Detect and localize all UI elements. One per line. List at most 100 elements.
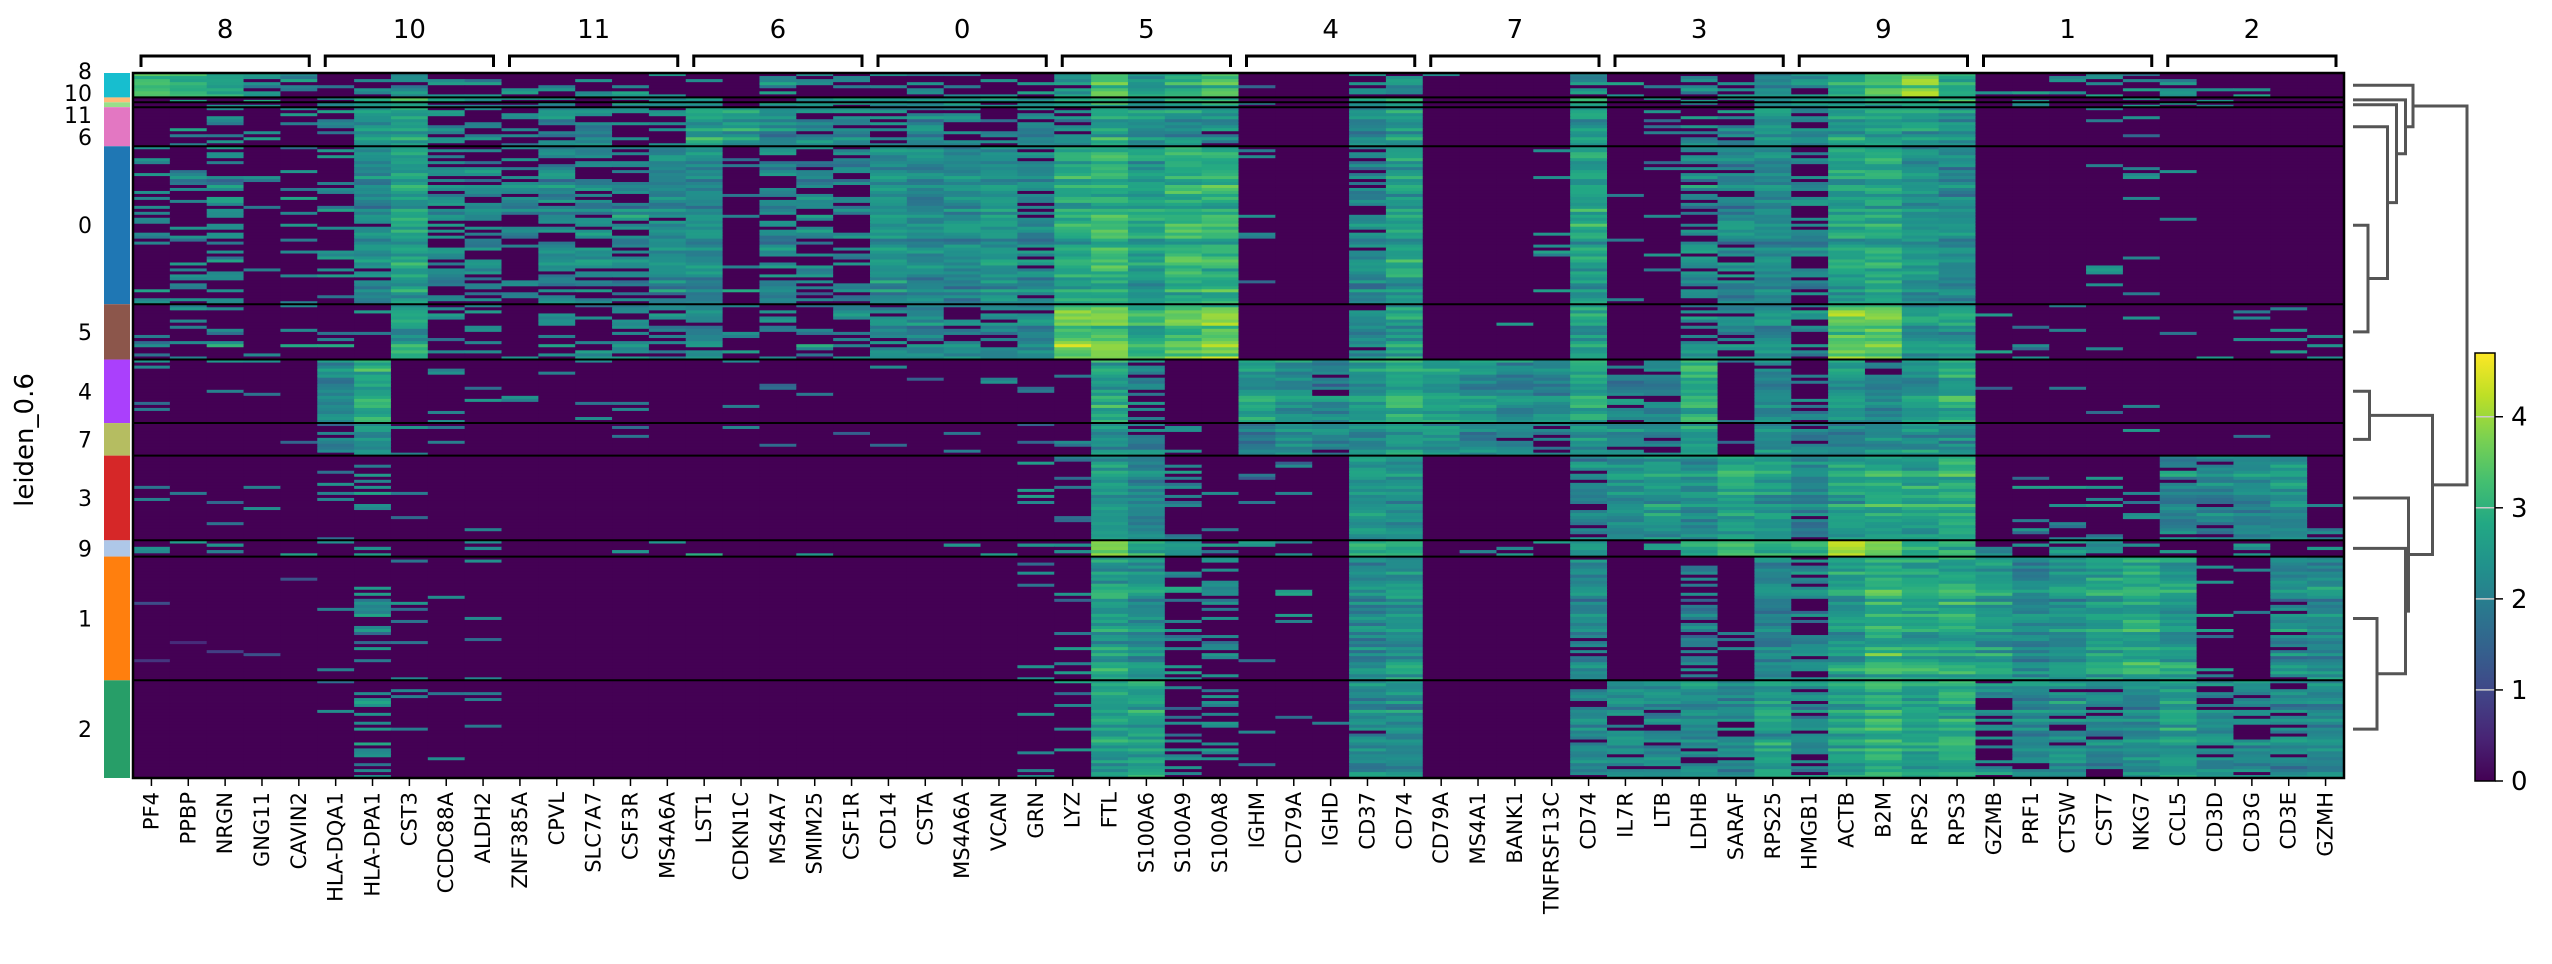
heatmap-cell: [427, 94, 466, 98]
heatmap-cell: [1127, 220, 1166, 225]
heatmap-cell: [1127, 125, 1166, 129]
heatmap-cell: [1275, 274, 1313, 278]
heatmap-cell: [1533, 149, 1571, 153]
heatmap-cell: [2012, 289, 2050, 293]
heatmap-cell: [1570, 94, 1608, 98]
heatmap-cell: [317, 102, 355, 106]
heatmap-cell: [1901, 304, 1940, 308]
heatmap-cell: [1717, 91, 1755, 95]
heatmap-cell: [1533, 143, 1571, 147]
heatmap-cell: [1570, 149, 1608, 153]
heatmap-cell: [2086, 265, 2124, 269]
heatmap-cell: [1828, 310, 1866, 314]
heatmap-cell: [943, 253, 982, 257]
heatmap-cell: [2233, 176, 2271, 180]
heatmap-cell: [870, 226, 908, 231]
heatmap-cell: [1938, 76, 1977, 80]
heatmap-cell: [1238, 137, 1276, 141]
heatmap-cell: [206, 97, 245, 101]
heatmap-cell: [538, 173, 576, 177]
heatmap-cell: [1570, 113, 1608, 117]
heatmap-cell: [1422, 82, 1461, 86]
heatmap-cell: [1422, 256, 1461, 260]
heatmap-cell: [1459, 316, 1498, 320]
heatmap-cell: [280, 316, 318, 320]
heatmap-cell: [1349, 99, 1387, 103]
heatmap-cell: [1127, 190, 1166, 195]
heatmap-cell: [1607, 193, 1645, 198]
heatmap-cell: [1717, 187, 1755, 192]
heatmap-cell: [464, 202, 503, 207]
heatmap-cell: [169, 304, 208, 308]
heatmap-cell: [133, 262, 171, 266]
heatmap-cell: [796, 292, 834, 296]
heatmap-cell: [1275, 193, 1313, 198]
heatmap-cell: [1680, 107, 1719, 111]
heatmap-cell: [1201, 107, 1240, 111]
heatmap-cell: [1938, 271, 1977, 275]
heatmap-cell: [1643, 241, 1682, 245]
heatmap-cell: [943, 283, 982, 287]
heatmap-cell: [133, 217, 171, 222]
heatmap-cell: [1975, 229, 2013, 234]
heatmap-cell: [722, 85, 761, 89]
heatmap-cell: [1864, 73, 1903, 77]
heatmap-cell: [1643, 256, 1682, 260]
heatmap-cell: [796, 152, 834, 156]
heatmap-cell: [1607, 119, 1645, 123]
heatmap-cell: [538, 199, 576, 204]
heatmap-cell: [2307, 220, 2345, 225]
heatmap-cell: [906, 247, 945, 251]
heatmap-cell: [1349, 307, 1387, 311]
heatmap-cell: [390, 250, 429, 254]
heatmap-cell: [1459, 143, 1498, 147]
heatmap-cell: [1017, 265, 1055, 269]
heatmap-cell: [1349, 316, 1387, 320]
heatmap-cell: [2049, 196, 2087, 201]
heatmap-cell: [648, 307, 687, 311]
heatmap-cell: [1017, 97, 1055, 101]
heatmap-cell: [280, 262, 318, 266]
heatmap-cell: [464, 102, 503, 106]
heatmap-cell: [1680, 283, 1719, 287]
heatmap-cell: [1091, 187, 1129, 192]
heatmap-cell: [1127, 226, 1166, 231]
heatmap-cell: [1275, 202, 1313, 207]
heatmap-cell: [1717, 223, 1755, 228]
heatmap-cell: [796, 137, 834, 141]
heatmap-cell: [833, 143, 871, 147]
heatmap-cell: [2086, 79, 2124, 83]
heatmap-cell: [1422, 244, 1461, 248]
heatmap-cell: [1312, 295, 1350, 299]
heatmap-cell: [354, 104, 392, 108]
heatmap-cell: [1643, 316, 1682, 320]
heatmap-cell: [1607, 176, 1645, 180]
heatmap-cell: [501, 292, 539, 296]
heatmap-cell: [575, 289, 613, 293]
heatmap-cell: [833, 280, 871, 284]
heatmap-cell: [206, 319, 245, 324]
heatmap-cell: [2270, 110, 2308, 114]
heatmap-cell: [575, 274, 613, 278]
heatmap-cell: [2159, 73, 2198, 77]
heatmap-cell: [1164, 211, 1203, 216]
heatmap-cell: [2122, 259, 2161, 263]
heatmap-cell: [1533, 202, 1571, 207]
heatmap-cell: [280, 116, 318, 120]
heatmap-cell: [464, 128, 503, 132]
heatmap-cell: [612, 259, 650, 263]
heatmap-cell: [1975, 158, 2013, 162]
heatmap-cell: [1533, 137, 1571, 141]
heatmap-cell: [1017, 235, 1055, 240]
heatmap-cell: [169, 102, 208, 106]
heatmap-cell: [206, 202, 245, 207]
heatmap-cell: [1901, 104, 1940, 108]
heatmap-cell: [538, 211, 576, 216]
heatmap-cell: [1791, 271, 1829, 275]
heatmap-cell: [427, 205, 466, 210]
heatmap-cell: [206, 185, 245, 189]
heatmap-cell: [1422, 128, 1461, 132]
heatmap-cell: [1017, 301, 1055, 305]
heatmap-cell: [2196, 116, 2235, 120]
heatmap-cell: [1643, 310, 1682, 314]
